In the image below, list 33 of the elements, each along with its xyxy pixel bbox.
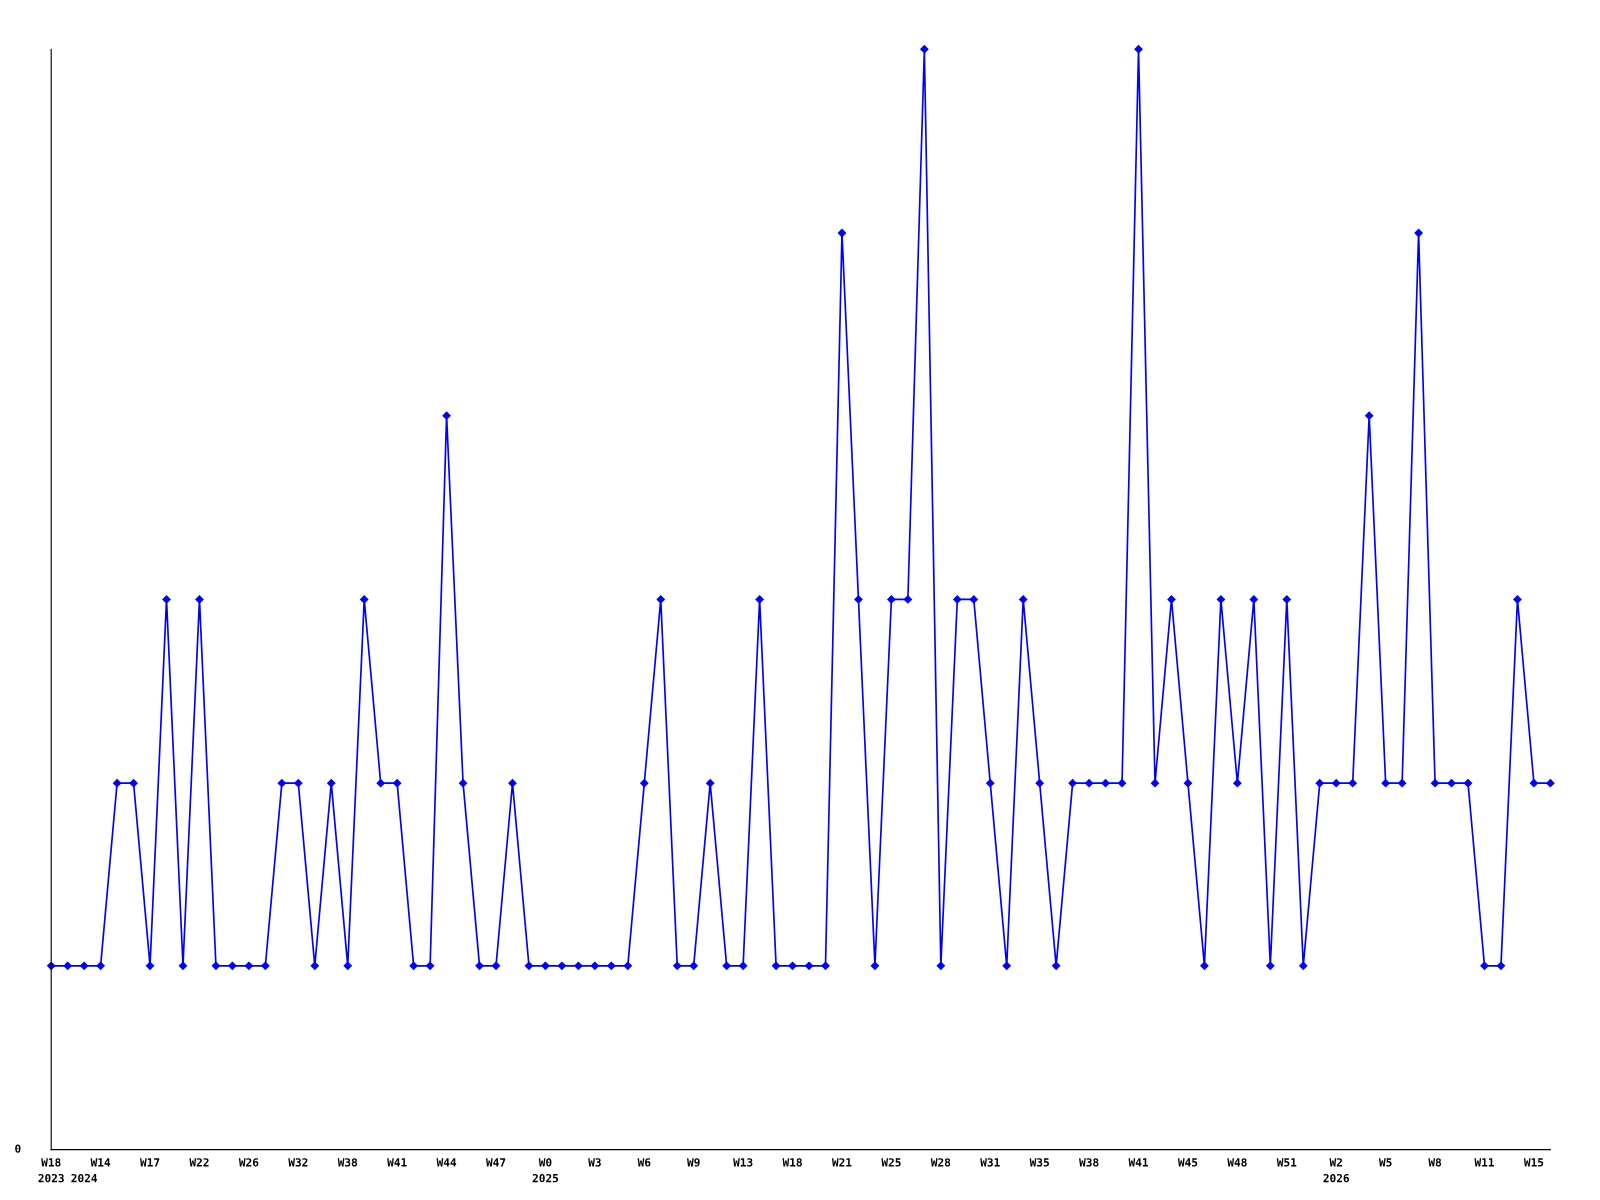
x-tick-label: W15 [1523,1158,1544,1167]
x-tick-label: W41 [387,1158,407,1167]
x-tick-label: W9 [687,1158,700,1167]
x-tick-label: W32 [288,1158,308,1167]
x-tick-label: W35 [1029,1158,1049,1167]
x-tick-label: W28 [930,1158,951,1167]
x-tick-label: W31 [980,1158,1000,1167]
x-tick-label: W11 [1474,1158,1494,1167]
x-tick-label: W22 [189,1158,209,1167]
x-tick-label: 2024 [71,1173,98,1183]
x-tick-label: W38 [1079,1158,1099,1167]
x-tick-label: W47 [485,1158,506,1167]
x-tick-label: W5 [1378,1158,1392,1167]
x-tick-label: W41 [1128,1158,1149,1167]
x-tick-label: W21 [831,1158,852,1167]
x-tick-label: W18 [782,1158,802,1167]
text: 0 [15,1144,21,1153]
x-tick-label: W51 [1276,1158,1297,1167]
x-tick-label: W6 [637,1158,651,1167]
x-tick-label: W44 [436,1158,457,1167]
x-tick-label: W0 2025 [532,1158,559,1183]
x-tick-label: W13 [733,1158,753,1167]
x-tick-label: W3 [588,1158,601,1167]
x-tick-label: W14 [90,1158,111,1167]
x-tick-label: W26 [238,1158,259,1167]
x-tick-label: W25 [881,1158,901,1167]
x-tick-label: W8 [1428,1158,1442,1167]
x-tick-label: W38 [337,1158,358,1167]
x-tick-label: W17 [140,1158,160,1167]
x-tick-label: W48 [1227,1158,1247,1167]
x-tick-label: W18 2023 [38,1158,64,1183]
x-tick-label: W2 2026 [1323,1158,1350,1183]
x-tick-label: W45 [1177,1158,1198,1167]
